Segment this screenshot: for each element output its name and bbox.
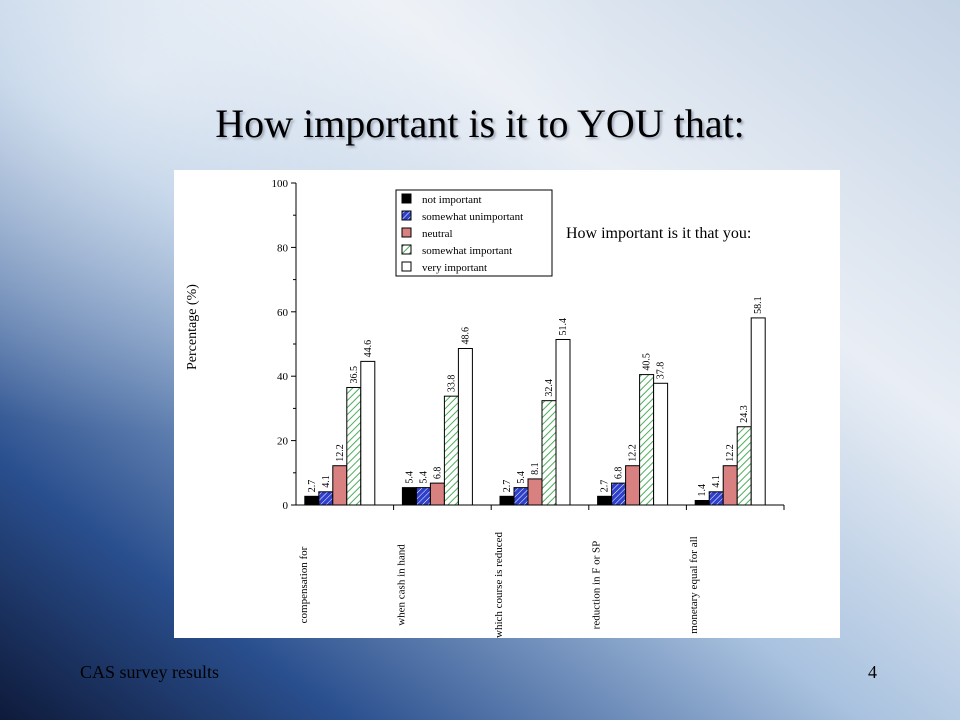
bar-not-important (499, 495, 515, 506)
data-label: 1.4 (697, 484, 708, 497)
bar-somewhat-important (541, 400, 557, 506)
y-tick-label: 20 (277, 436, 289, 448)
bar-neutral (527, 478, 543, 506)
legend-swatch (401, 210, 412, 221)
data-label: 5.4 (516, 471, 527, 484)
data-label: 4.1 (711, 475, 722, 488)
legend-label: not important (422, 194, 482, 206)
chart-panel: 0 20 40 60 80 100 2.7 4.1 12.2 36.5 44.6 compensat… (174, 170, 840, 638)
legend-swatch (401, 193, 412, 204)
data-label: 2.7 (502, 480, 513, 493)
y-tick-label: 80 (277, 242, 289, 254)
bar-somewhat-important (639, 374, 655, 506)
data-label: 6.8 (432, 467, 443, 480)
bar-neutral (722, 465, 738, 506)
bar-very-important (360, 360, 376, 506)
y-tick-label: 40 (277, 371, 289, 383)
data-label: 6.8 (614, 467, 625, 480)
data-label: 12.2 (725, 444, 736, 462)
data-label: 36.5 (349, 366, 360, 384)
data-label: 8.1 (530, 462, 541, 475)
y-tick-label: 60 (277, 307, 289, 319)
bar-somewhat-unimportant (318, 491, 334, 506)
data-label: 2.7 (600, 480, 611, 493)
legend-swatch (401, 261, 412, 272)
bar-somewhat-important (346, 386, 362, 506)
bar-not-important (401, 487, 417, 506)
legend-label: very important (422, 262, 487, 274)
footer-text: CAS survey results (80, 662, 219, 682)
data-label: 2.7 (307, 480, 318, 493)
x-category-label: compensation for (298, 546, 310, 623)
data-label: 33.8 (446, 375, 457, 393)
bar-somewhat-unimportant (611, 482, 627, 506)
data-label: 5.4 (418, 471, 429, 484)
data-label: 32.4 (544, 379, 555, 397)
chart-title: How important is it that you: (566, 225, 751, 242)
x-category-label: monetary equal for all (688, 536, 700, 633)
bar-somewhat-unimportant (513, 487, 529, 506)
page-number: 4 (868, 662, 877, 682)
legend-swatch (401, 244, 412, 255)
legend-box (395, 189, 553, 277)
legend-label: neutral (422, 228, 453, 240)
legend-label: somewhat unimportant (422, 211, 523, 223)
bar-somewhat-unimportant (708, 491, 724, 506)
x-category-label: which course is reduced (493, 532, 505, 638)
legend-label: somewhat important (422, 245, 512, 257)
bar-very-important (555, 338, 571, 506)
bar-not-important (694, 499, 710, 506)
bar-somewhat-important (443, 395, 459, 506)
data-label: 12.2 (628, 444, 639, 462)
y-axis-label: Percentage (%) (185, 284, 200, 370)
data-label: 44.6 (363, 340, 374, 358)
x-category-label: reduction in F or SP (591, 541, 603, 630)
bar-very-important (457, 348, 473, 506)
data-label: 12.2 (335, 444, 346, 462)
legend-swatch (401, 227, 412, 238)
data-label: 51.4 (558, 318, 569, 336)
data-label: 4.1 (321, 475, 332, 488)
data-label: 5.4 (404, 471, 415, 484)
bar-not-important (304, 495, 320, 506)
bar-neutral (429, 482, 445, 506)
data-label: 58.1 (753, 296, 764, 314)
data-label: 48.6 (460, 327, 471, 345)
slide-title: How important is it to YOU that: (215, 101, 745, 146)
bar-somewhat-important (736, 426, 752, 506)
y-tick-label: 100 (272, 178, 289, 190)
bar-neutral (332, 465, 348, 506)
data-label: 24.3 (739, 405, 750, 423)
data-label: 40.5 (642, 353, 653, 371)
bar-very-important (653, 382, 669, 506)
x-category-label: when cash in hand (395, 544, 407, 626)
bar-not-important (597, 495, 613, 506)
bar-very-important (750, 317, 766, 506)
data-label: 37.8 (656, 362, 667, 380)
bar-somewhat-unimportant (415, 487, 431, 506)
bar-neutral (625, 465, 641, 506)
y-tick-label: 0 (283, 500, 289, 512)
